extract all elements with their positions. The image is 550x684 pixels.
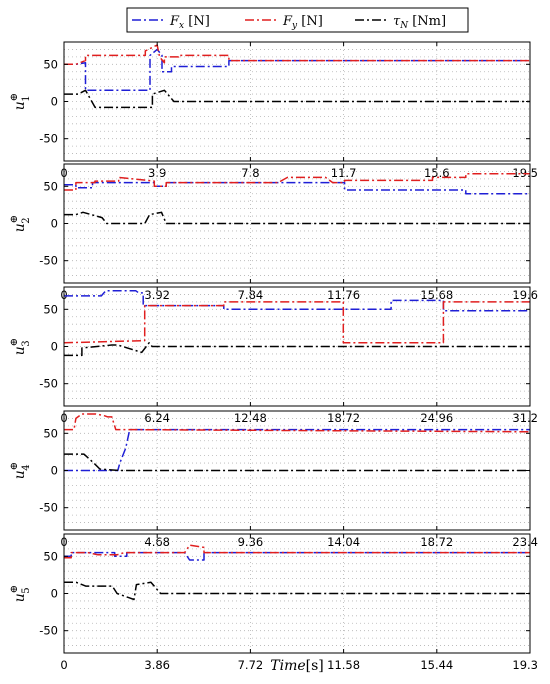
y-tick-label: 0 [51,217,58,231]
panel-3: 500-500 6.24 12.48 18.72 24.96 31.2u⊕3 [9,286,538,425]
svg-text:u⊕1: u⊕1 [9,93,32,110]
y-tick-label: 50 [43,179,58,193]
y-label-base: u [12,593,28,602]
series-line-fy [64,544,530,559]
panel-1: 500-500 3.9 7.8 11.7 15.6 19.5u⊕1 [9,41,538,180]
x-tick-label: 19.3 [512,658,538,672]
series-line-fx [64,181,530,195]
legend: Fx [N] Fy [N] τN [Nm] [126,7,469,33]
series-line-fy [64,44,530,66]
x-tick-label: 24.96 [420,411,453,425]
y-tick-label: -50 [39,254,58,268]
panel-2: 500-500 3.92 7.84 11.76 15.68 19.6u⊕2 [9,163,538,302]
y-tick-label: 0 [51,464,58,478]
series-line-fx [64,48,530,92]
y-tick-label: 50 [43,302,58,316]
x-label-var: Time [270,658,305,674]
y-tick-label: 50 [43,426,58,440]
series-line-tau [64,581,530,601]
y-label-base: u [12,223,28,232]
y-label-sub: 2 [21,217,32,223]
y-tick-label: -50 [39,132,58,146]
y-label-sup: ⊕ [9,93,20,101]
x-tick-label: 7.72 [238,658,264,672]
legend-entry-label: Fy [N] [282,14,323,31]
x-tick-label: 12.48 [234,411,267,425]
y-label-sup: ⊕ [9,462,20,470]
y-tick-label: -50 [39,501,58,515]
y-axis-label: u⊕1 [9,93,32,110]
y-tick-label: -50 [39,624,58,638]
series-line-fx [64,551,530,561]
svg-text:u⊕2: u⊕2 [9,215,32,232]
legend-entry-label: Fx [N] [169,14,210,31]
x-axis-label: Time[s] [270,658,324,674]
y-tick-label: 0 [51,587,58,601]
y-axis-label: u⊕3 [9,338,32,355]
svg-text:u⊕5: u⊕5 [9,585,32,602]
y-label-sub: 3 [21,340,32,346]
x-label-unit: [s] [306,658,324,674]
panel-5: 50 0 -50 0 3.86 7.72 11.58 15.44 19.3 u⊕5 [9,533,538,672]
series-line-tau [64,211,530,225]
y-tick-label: 50 [43,57,58,71]
series-line-fy [64,413,531,433]
y-axis-label: u⊕5 [9,585,32,602]
x-tick-label: 0 [60,658,67,672]
x-tick-label: 19.6 [512,288,538,302]
series-line-fy [64,172,530,191]
x-tick-label: 23.4 [512,535,538,549]
y-tick-label: 0 [51,95,58,109]
series-line-fy [63,301,530,344]
y-label-sup: ⊕ [9,338,20,346]
y-tick-label: -50 [39,377,58,391]
y-label-base: u [12,346,28,355]
y-label-sub: 4 [21,464,32,470]
y-label-base: u [12,470,28,479]
series-line-tau [64,342,530,357]
svg-text:u⊕4: u⊕4 [9,462,32,479]
y-axis-label: u⊕4 [9,462,32,479]
x-tick-label: 31.2 [512,411,538,425]
panel-4: 500-500 4.68 9.36 14.04 18.72 23.4u⊕4 [9,410,538,549]
svg-text:u⊕3: u⊕3 [9,338,32,355]
series-line-tau [64,453,530,472]
series-line-tau [64,89,530,109]
x-tick-label: 3.86 [144,658,170,672]
series-line-fx [64,428,530,472]
x-tick-label: 15.44 [420,658,453,672]
y-label-base: u [12,101,28,110]
y-axis-label: u⊕2 [9,215,32,232]
y-label-sub: 5 [21,587,32,593]
y-label-sup: ⊕ [9,215,20,223]
x-tick-label: 18.72 [327,411,360,425]
series-line-fx [64,289,530,312]
y-tick-label: 0 [51,340,58,354]
y-label-sub: 1 [21,95,32,101]
legend-entry-label: τN [Nm] [393,14,446,31]
x-tick-label: 11.58 [327,658,360,672]
y-tick-label: 50 [43,549,58,563]
x-tick-label: 6.24 [144,411,170,425]
svg-text:Time[s]: Time[s] [270,658,324,674]
legend-box [126,7,469,33]
y-label-sup: ⊕ [9,585,20,593]
